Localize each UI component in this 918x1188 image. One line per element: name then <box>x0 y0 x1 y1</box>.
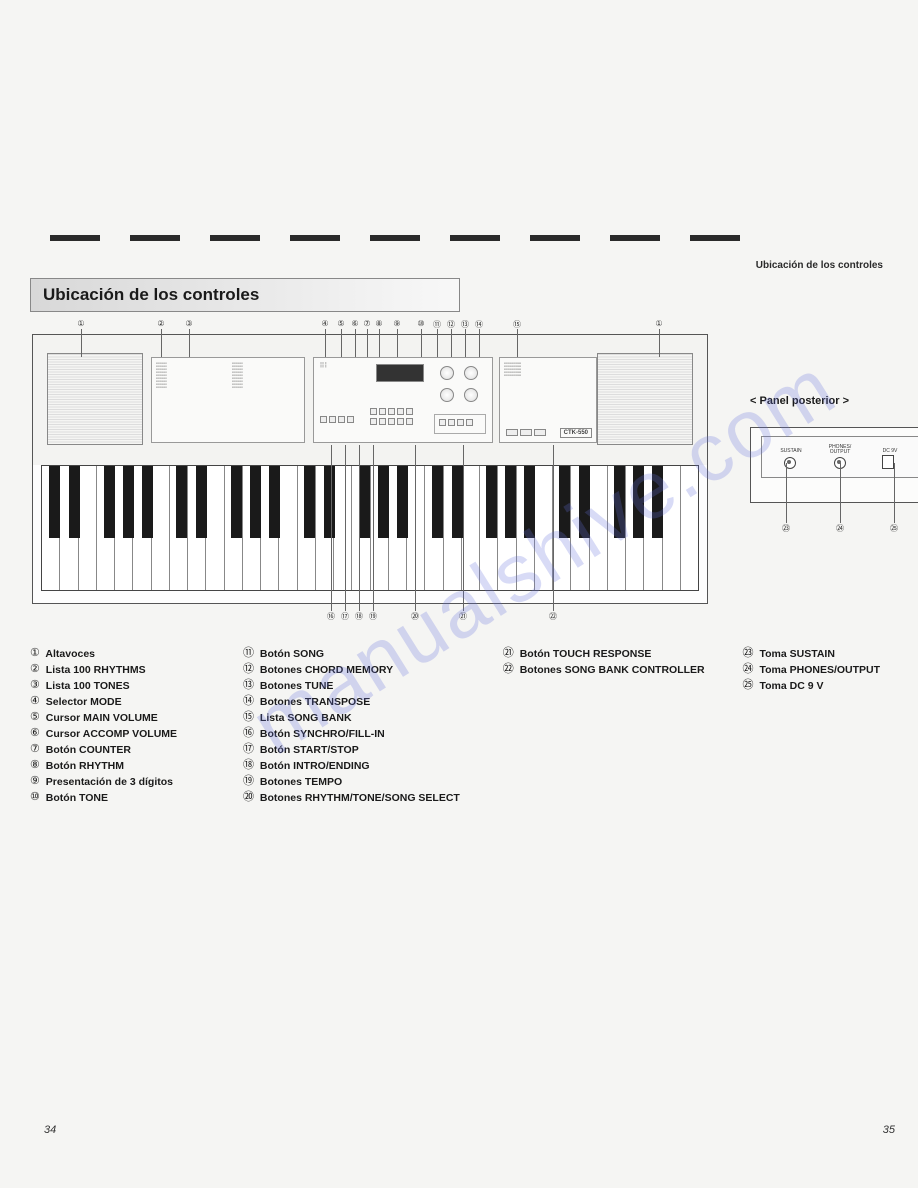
callout-rear-23: ㉓ <box>779 523 793 534</box>
model-label: CTK-550 <box>560 428 592 438</box>
legend-item: ㉔ Toma PHONES/OUTPUT <box>743 662 903 678</box>
song-bank-panel: ▪▪▪▪▪▪▪▪▪▪▪▪▪▪▪▪▪▪▪▪▪▪▪▪▪▪▪▪▪▪▪▪▪▪▪▪▪▪▪▪… <box>499 357 597 443</box>
left-speaker <box>47 353 143 445</box>
legend-item: ⑤ Cursor MAIN VOLUME <box>30 710 235 726</box>
section-title-bar: Ubicación de los controles <box>30 278 460 312</box>
callout-top-5: ⑤ <box>334 319 348 328</box>
legend-item: ⑮ Lista SONG BANK <box>243 710 475 726</box>
callout-rear-25: ㉕ <box>887 523 901 534</box>
legend-item: ③ Lista 100 TONES <box>30 678 235 694</box>
callout-top-1: ① <box>74 319 88 328</box>
legend-item: ⑬ Botones TUNE <box>243 678 475 694</box>
running-header: Ubicación de los controles <box>756 260 883 271</box>
callout-bottom-18: ⑱ <box>352 611 366 622</box>
legend-item: ⑫ Botones CHORD MEMORY <box>243 662 475 678</box>
section-title: Ubicación de los controles <box>43 285 259 304</box>
callout-bottom-22: ㉒ <box>546 611 560 622</box>
legend-column-4: ㉓ Toma SUSTAIN㉔ Toma PHONES/OUTPUT㉕ Toma… <box>743 646 903 806</box>
callout-top-10: ⑩ <box>414 319 428 328</box>
legend-column-2: ⑪ Botón SONG⑫ Botones CHORD MEMORY⑬ Boto… <box>243 646 475 806</box>
keypad <box>370 408 413 415</box>
callout-top-3: ③ <box>182 319 196 328</box>
transpose-dial <box>464 366 478 380</box>
dial-3 <box>440 388 454 402</box>
legend-item: ㉒ Botones SONG BANK CONTROLLER <box>503 662 735 678</box>
page-number-right: 35 <box>883 1124 895 1136</box>
legend-item: ⑰ Botón START/STOP <box>243 742 475 758</box>
legend-item: ② Lista 100 RHYTHMS <box>30 662 235 678</box>
callout-bottom-20: ⑳ <box>408 611 422 622</box>
callout-bottom-17: ⑰ <box>338 611 352 622</box>
callout-top-16: ① <box>652 319 666 328</box>
legend-item: ⑩ Botón TONE <box>30 790 235 806</box>
control-panel: ▪▪▪▪▪▪▪▪▪▪▪▪▪▪▪▪▪▪▪▪▪▪▪▪▪▪▪▪▪▪▪▪▪▪▪▪▪▪▪▪… <box>33 335 707 465</box>
legend-item: ⑦ Botón COUNTER <box>30 742 235 758</box>
right-speaker <box>597 353 693 445</box>
dial-4 <box>464 388 478 402</box>
rear-panel-title: < Panel posterior > <box>750 395 918 407</box>
callout-top-8: ⑧ <box>372 319 386 328</box>
keyboard-diagram: ▪▪▪▪▪▪▪▪▪▪▪▪▪▪▪▪▪▪▪▪▪▪▪▪▪▪▪▪▪▪▪▪▪▪▪▪▪▪▪▪… <box>32 334 708 604</box>
legend-column-1: ① Altavoces② Lista 100 RHYTHMS③ Lista 10… <box>30 646 235 806</box>
legend-item: ⑭ Botones TRANSPOSE <box>243 694 475 710</box>
callout-bottom-21: ㉑ <box>456 611 470 622</box>
legend-item: ⑱ Botón INTRO/ENDING <box>243 758 475 774</box>
rear-panel-diagram: SUSTAIN PHONES/ OUTPUT DC 9V <box>750 427 918 503</box>
legend-item: ④ Selector MODE <box>30 694 235 710</box>
display-3-digit <box>376 364 424 382</box>
legend-item: ⑯ Botón SYNCHRO/FILL-IN <box>243 726 475 742</box>
dc-jack <box>882 455 894 469</box>
callout-top-2: ② <box>154 319 168 328</box>
songbank-btns <box>506 429 546 436</box>
lower-left-btns <box>320 416 354 423</box>
callout-top-9: ⑨ <box>390 319 404 328</box>
callout-rear-24: ㉔ <box>833 523 847 534</box>
center-controls-panel: || || |||| || || <box>313 357 493 443</box>
legend-item: ㉕ Toma DC 9 V <box>743 678 903 694</box>
callout-top-4: ④ <box>318 319 332 328</box>
callout-bottom-16: ⑯ <box>324 611 338 622</box>
callout-bottom-19: ⑲ <box>366 611 380 622</box>
legend-item: ㉑ Botón TOUCH RESPONSE <box>503 646 735 662</box>
legend-item: ⑪ Botón SONG <box>243 646 475 662</box>
tune-dial <box>440 366 454 380</box>
legend-item: ⑲ Botones TEMPO <box>243 774 475 790</box>
page-number-left: 34 <box>44 1124 56 1136</box>
scan-artifact-marks <box>0 235 918 243</box>
legend-item: ⑧ Botón RHYTHM <box>30 758 235 774</box>
legend-column-3: ㉑ Botón TOUCH RESPONSE㉒ Botones SONG BAN… <box>503 646 735 806</box>
legend-item: ㉓ Toma SUSTAIN <box>743 646 903 662</box>
legend-item: ⑨ Presentación de 3 dígitos <box>30 774 235 790</box>
piano-keys <box>41 465 699 591</box>
legend-item: ⑥ Cursor ACCOMP VOLUME <box>30 726 235 742</box>
legends: ① Altavoces② Lista 100 RHYTHMS③ Lista 10… <box>30 646 903 806</box>
rhythm-tone-list-panel: ▪▪▪▪▪▪▪▪▪▪▪▪▪▪▪▪▪▪▪▪▪▪▪▪▪▪▪▪▪▪▪▪▪▪▪▪▪▪▪▪… <box>151 357 305 443</box>
legend-item: ⑳ Botones RHYTHM/TONE/SONG SELECT <box>243 790 475 806</box>
legend-item: ① Altavoces <box>30 646 235 662</box>
rear-panel-section: < Panel posterior > SUSTAIN PHONES/ OUTP… <box>750 395 918 503</box>
